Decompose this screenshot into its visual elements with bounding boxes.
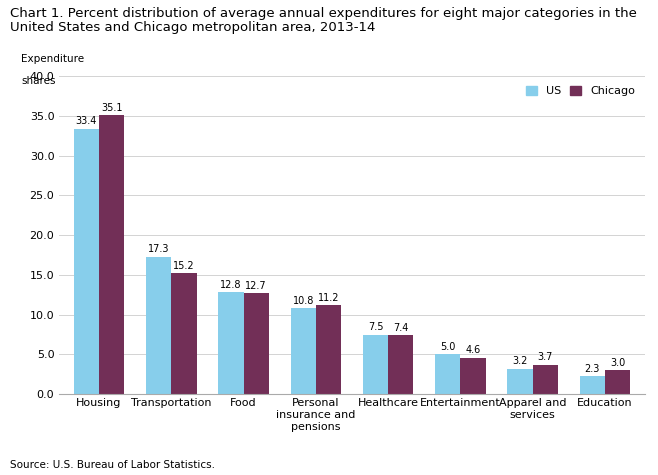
Bar	[388, 335, 413, 394]
Text: 33.4: 33.4	[76, 116, 97, 126]
Bar	[243, 293, 269, 394]
Bar	[74, 129, 99, 394]
Bar	[533, 365, 558, 394]
Text: 10.8: 10.8	[293, 296, 314, 306]
Bar	[507, 369, 533, 394]
Bar	[99, 115, 124, 394]
Text: 7.4: 7.4	[393, 323, 409, 333]
Text: 5.0: 5.0	[440, 342, 455, 352]
Bar	[605, 370, 630, 394]
Text: 3.2: 3.2	[513, 356, 528, 366]
Bar	[146, 256, 171, 394]
Text: 11.2: 11.2	[318, 293, 340, 303]
Text: 4.6: 4.6	[465, 345, 481, 355]
Text: Source: U.S. Bureau of Labor Statistics.: Source: U.S. Bureau of Labor Statistics.	[10, 460, 215, 470]
Bar	[461, 358, 486, 394]
Text: Expenditure: Expenditure	[21, 54, 84, 64]
Bar	[435, 354, 461, 394]
Text: 15.2: 15.2	[173, 261, 195, 271]
Text: 35.1: 35.1	[101, 103, 122, 113]
Text: 2.3: 2.3	[585, 363, 600, 373]
Text: Chart 1. Percent distribution of average annual expenditures for eight major cat: Chart 1. Percent distribution of average…	[10, 7, 637, 20]
Text: shares: shares	[21, 76, 56, 86]
Bar	[218, 293, 243, 394]
Bar	[316, 305, 342, 394]
Text: 3.0: 3.0	[610, 358, 625, 368]
Text: 12.7: 12.7	[245, 281, 267, 291]
Text: 3.7: 3.7	[538, 352, 553, 362]
Text: 7.5: 7.5	[368, 322, 383, 332]
Bar	[363, 334, 388, 394]
Text: 12.8: 12.8	[220, 280, 241, 290]
Bar	[291, 308, 316, 394]
Legend: US, Chicago: US, Chicago	[521, 82, 640, 101]
Bar	[580, 376, 605, 394]
Text: 17.3: 17.3	[148, 244, 169, 254]
Bar	[171, 273, 197, 394]
Text: United States and Chicago metropolitan area, 2013-14: United States and Chicago metropolitan a…	[10, 21, 375, 34]
